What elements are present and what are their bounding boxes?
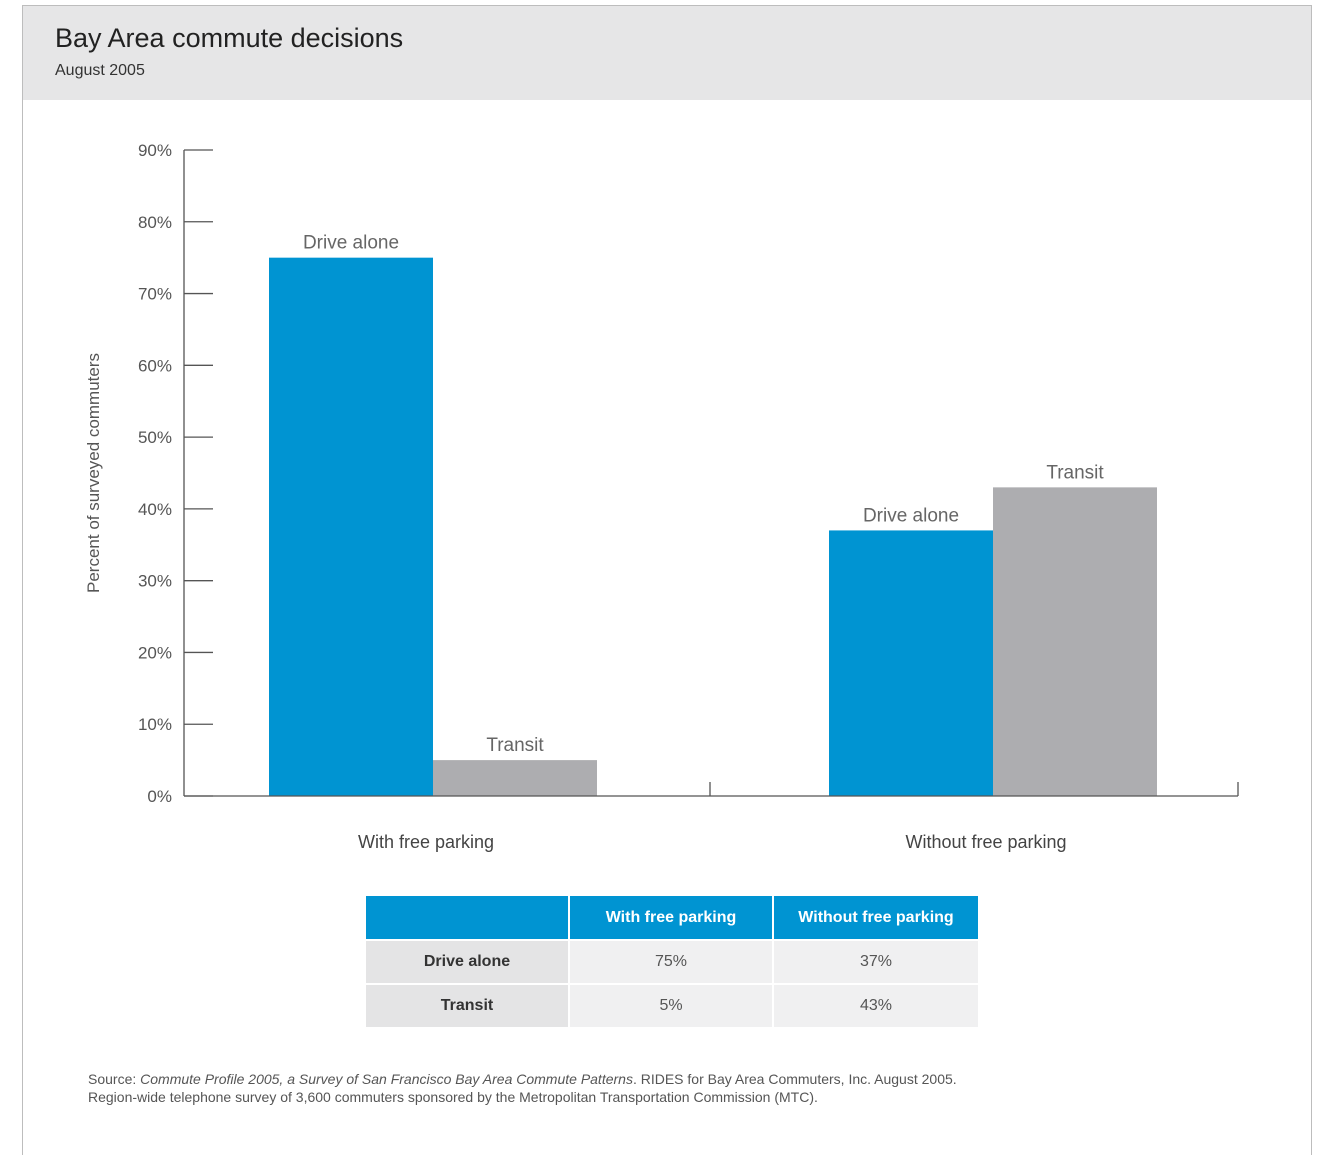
data-table: With free parking Without free parking D… — [366, 896, 978, 1027]
y-tick-label: 50% — [138, 428, 172, 447]
bar-label: Drive alone — [863, 505, 959, 526]
y-tick-label: 40% — [138, 500, 172, 519]
bar-drive-alone — [829, 530, 993, 796]
table-header-without-free-parking: Without free parking — [773, 896, 978, 940]
bar-transit — [433, 760, 597, 796]
bar-drive-alone — [269, 257, 433, 797]
y-tick-label: 60% — [138, 356, 172, 375]
table-row: Drive alone 75% 37% — [366, 939, 978, 984]
chart-subtitle: August 2005 — [55, 62, 145, 79]
chart-header: Bay Area commute decisions August 2005 — [23, 6, 1311, 100]
table-cell: 43% — [773, 983, 978, 1027]
table-cell: 5% — [569, 983, 774, 1027]
table-header-with-free-parking: With free parking — [569, 896, 774, 940]
table-row-label: Transit — [366, 983, 570, 1027]
table-row-label: Drive alone — [366, 939, 570, 984]
y-tick-label: 30% — [138, 572, 172, 591]
y-tick-label: 20% — [138, 643, 172, 662]
x-category-label: With free parking — [358, 832, 494, 852]
bar-chart: 0% 10% 20% 30% 40% 50% 60% 70% 80% 90% Percent of … — [84, 141, 1239, 852]
bar-label: Transit — [1046, 462, 1104, 483]
y-tick-label: 10% — [138, 715, 172, 734]
source-suffix: . RIDES for Bay Area Commuters, Inc. Aug… — [632, 1071, 957, 1087]
x-category-label: Without free parking — [905, 832, 1066, 852]
bar-transit — [993, 487, 1157, 796]
y-tick-label: 0% — [147, 787, 172, 806]
source-prefix: Source: — [88, 1071, 141, 1087]
table-row: Transit 5% 43% — [366, 983, 978, 1027]
source-note: Source: Commute Profile 2005, a Survey o… — [88, 1070, 1288, 1106]
source-line-2: Region-wide telephone survey of 3,600 co… — [88, 1089, 818, 1105]
bar-label: Transit — [486, 735, 544, 756]
y-tick-label: 90% — [138, 141, 172, 160]
table-header-corner — [366, 896, 570, 940]
y-tick-label: 70% — [138, 285, 172, 304]
table-header-row: With free parking Without free parking — [366, 896, 978, 940]
y-axis-title: Percent of surveyed commuters — [84, 353, 103, 593]
chart-title: Bay Area commute decisions — [55, 23, 404, 53]
table-cell: 37% — [773, 939, 978, 984]
y-tick-label: 80% — [138, 213, 172, 232]
source-title: Commute Profile 2005, a Survey of San Fr… — [140, 1071, 633, 1087]
bar-label: Drive alone — [303, 233, 399, 254]
table-cell: 75% — [569, 939, 774, 984]
